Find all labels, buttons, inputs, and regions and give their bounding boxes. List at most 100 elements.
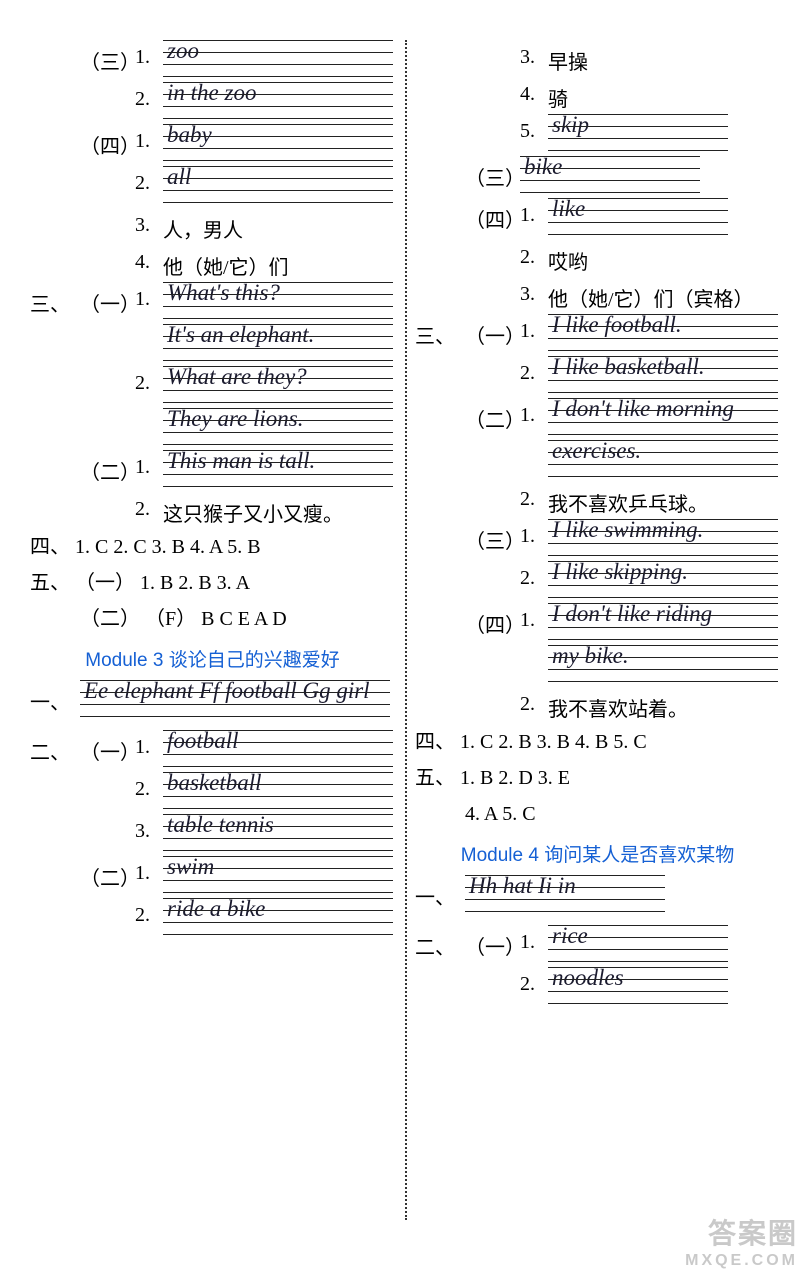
label-sec4: （四）	[465, 198, 520, 233]
module-3-title: Module 3 谈论自己的兴趣爱好	[30, 645, 395, 672]
num-2: 2.	[520, 482, 548, 511]
num-1: 1.	[520, 398, 548, 427]
section-3: 三、	[30, 282, 80, 317]
sub-1: （一）	[75, 572, 135, 594]
section-5-line2: （二） （F） B C E A D	[30, 603, 395, 635]
answer-text: 他（她/它）们（宾格）	[548, 277, 780, 312]
num-2: 2.	[135, 898, 163, 927]
answer-text: 人，男人	[163, 208, 395, 243]
section-1: 一、	[30, 680, 80, 715]
answer-text: noodles	[552, 965, 624, 991]
answer-field: Ee elephant Ff football Gg girl	[80, 674, 390, 714]
num-2: 2.	[135, 82, 163, 111]
num-4: 4.	[520, 77, 548, 106]
answer-field: bike	[520, 150, 700, 190]
answer-text: What's this?	[167, 280, 280, 306]
answer-text: I like skipping.	[552, 559, 688, 585]
watermark-line1: 答案圈	[685, 1212, 798, 1252]
answer-text: This man is tall.	[167, 448, 315, 474]
right-column: 3. 早操 4. 骑 5. skip （三） bike （四） 1. like …	[405, 40, 790, 1220]
answer-field: table tennis	[163, 808, 393, 848]
section-4-answers: 四、 1. C 2. B 3. B 4. B 5. C	[415, 726, 780, 758]
sub-1: （一）	[465, 925, 520, 960]
num-1: 1.	[520, 603, 548, 632]
section-5-line1: 五、 1. B 2. D 3. E	[415, 762, 780, 794]
sub-2: （二）	[80, 608, 140, 630]
section-5-line1: 五、 （一） 1. B 2. B 3. A	[30, 567, 395, 599]
answer-text: skip	[552, 112, 589, 138]
num-2: 2.	[520, 356, 548, 385]
section-4: 四、	[30, 536, 70, 558]
section-1: 一、	[415, 875, 465, 910]
answer-field: basketball	[163, 766, 393, 806]
section-5: 五、	[415, 767, 455, 789]
answer-field: Hh hat Ii in	[465, 869, 665, 909]
answer-text: 1. B 2. D 3. E	[460, 767, 570, 789]
num-1: 1.	[135, 730, 163, 759]
num-2: 2.	[520, 240, 548, 269]
num-3: 3.	[520, 277, 548, 306]
section-3: 三、	[415, 314, 465, 349]
sub-1: （一）	[465, 314, 520, 349]
section-4-answers: 四、 1. C 2. C 3. B 4. A 5. B	[30, 531, 395, 563]
answer-text: 早操	[548, 40, 780, 75]
answer-text: 1. C 2. C 3. B 4. A 5. B	[75, 536, 261, 558]
answer-field: I don't like morning	[548, 392, 778, 432]
answer-text: table tennis	[167, 812, 274, 838]
answer-field: skip	[548, 108, 728, 148]
answer-text: basketball	[167, 770, 262, 796]
num-1: 1.	[520, 314, 548, 343]
answer-field: I like skipping.	[548, 555, 778, 595]
answer-text: ride a bike	[167, 896, 265, 922]
num-4: 4.	[135, 245, 163, 274]
sub-1: （一）	[80, 282, 135, 317]
answer-text: 1. B 2. B 3. A	[140, 572, 250, 594]
answer-text: exercises.	[552, 438, 641, 464]
answer-text: I like swimming.	[552, 517, 703, 543]
num-1: 1.	[520, 198, 548, 227]
watermark-line2: MXQE.COM	[685, 1252, 798, 1270]
section-4: 四、	[415, 731, 455, 753]
num-3: 3.	[135, 208, 163, 237]
answer-field: in the zoo	[163, 76, 393, 116]
answer-text: rice	[552, 923, 588, 949]
answer-text: Ee elephant Ff football Gg girl	[84, 678, 370, 704]
answer-text: swim	[167, 854, 214, 880]
answer-text: It's an elephant.	[167, 322, 314, 348]
answer-text: bike	[524, 154, 562, 180]
answer-field: ride a bike	[163, 892, 393, 932]
answer-text: football	[167, 728, 239, 754]
num-1: 1.	[135, 124, 163, 153]
section-2: 二、	[30, 730, 80, 765]
answer-field: What are they?	[163, 360, 393, 400]
sub-2: （二）	[80, 450, 135, 485]
answer-text: in the zoo	[167, 80, 256, 106]
module-4-title: Module 4 询问某人是否喜欢某物	[415, 840, 780, 867]
sub-1: （一）	[80, 730, 135, 765]
num-2: 2.	[135, 166, 163, 195]
answer-text: Hh hat Ii in	[469, 873, 576, 899]
answer-text: I don't like morning	[552, 396, 734, 422]
answer-field: I don't like riding	[548, 597, 778, 637]
num-3: 3.	[520, 40, 548, 69]
answer-field: like	[548, 192, 728, 232]
label-sec3: （三）	[465, 156, 520, 191]
answer-text: my bike.	[552, 643, 629, 669]
answer-field: This man is tall.	[163, 444, 393, 484]
label-sec3: （三）	[80, 40, 135, 75]
num-2: 2.	[520, 687, 548, 716]
answer-field: football	[163, 724, 393, 764]
num-1: 1.	[135, 856, 163, 885]
answer-text: I like football.	[552, 312, 682, 338]
answer-text: 4. A 5. C	[465, 803, 536, 825]
answer-field: exercises.	[548, 434, 778, 474]
answer-field: my bike.	[548, 639, 778, 679]
answer-text: 骑	[548, 77, 780, 112]
answer-field: zoo	[163, 34, 393, 74]
answer-text: I like basketball.	[552, 354, 705, 380]
num-2: 2.	[135, 772, 163, 801]
answer-text: 这只猴子又小又瘦。	[163, 492, 395, 527]
answer-text: like	[552, 196, 585, 222]
answer-field: They are lions.	[163, 402, 393, 442]
num-1: 1.	[135, 40, 163, 69]
